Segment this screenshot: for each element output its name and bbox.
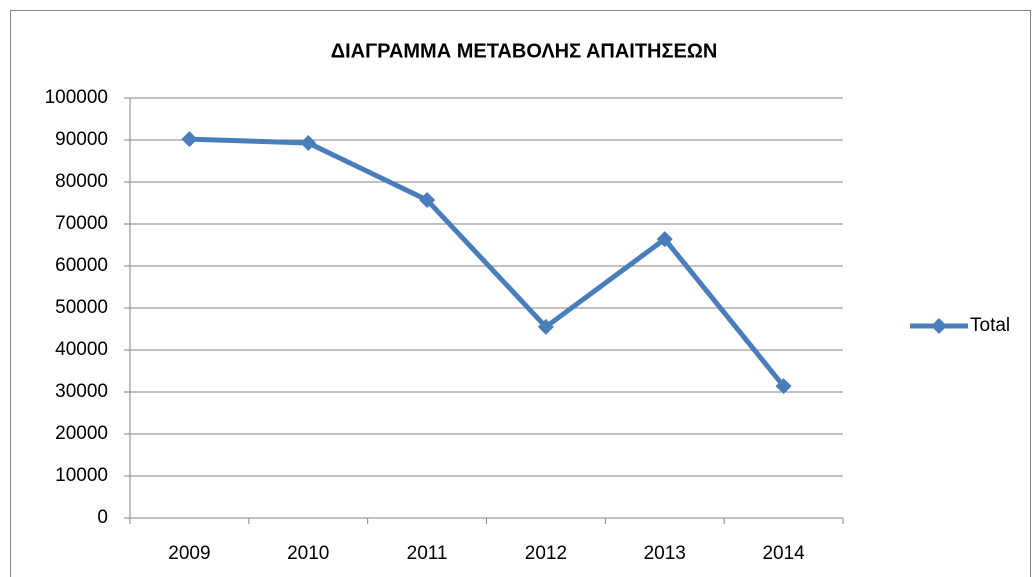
y-tick-label: 10000 xyxy=(55,465,108,486)
x-tick-label: 2010 xyxy=(287,543,329,564)
point-marker xyxy=(300,134,317,151)
legend-marker xyxy=(931,318,947,334)
y-tick-label: 30000 xyxy=(55,381,108,402)
x-tick-label: 2014 xyxy=(762,543,805,564)
y-tick-label: 0 xyxy=(97,507,108,528)
x-tick-label: 2009 xyxy=(168,543,210,564)
x-tick-label: 2011 xyxy=(407,543,448,564)
y-tick-label: 90000 xyxy=(55,129,108,150)
y-tick-label: 100000 xyxy=(45,87,108,108)
series-line xyxy=(189,136,786,388)
chart-border xyxy=(10,10,1031,577)
y-tick-label: 50000 xyxy=(55,297,108,318)
x-tick-label: 2013 xyxy=(644,543,686,564)
point-marker xyxy=(537,318,554,335)
y-tick-label: 20000 xyxy=(55,423,108,444)
y-tick-label: 40000 xyxy=(55,339,108,360)
y-tick-label: 60000 xyxy=(55,255,108,276)
legend-label: Total xyxy=(970,315,1010,336)
point-marker xyxy=(181,131,198,148)
y-tick-label: 70000 xyxy=(55,213,108,234)
point-marker xyxy=(656,231,673,248)
point-marker xyxy=(775,378,792,395)
y-tick-label: 80000 xyxy=(55,171,108,192)
x-tick-label: 2012 xyxy=(525,543,567,564)
point-marker xyxy=(419,192,436,209)
chart-title: ΔΙΑΓΡΑΜΜΑ ΜΕΤΑΒΟΛΗΣ ΑΠΑΙΤΗΣΕΩΝ xyxy=(331,40,718,62)
